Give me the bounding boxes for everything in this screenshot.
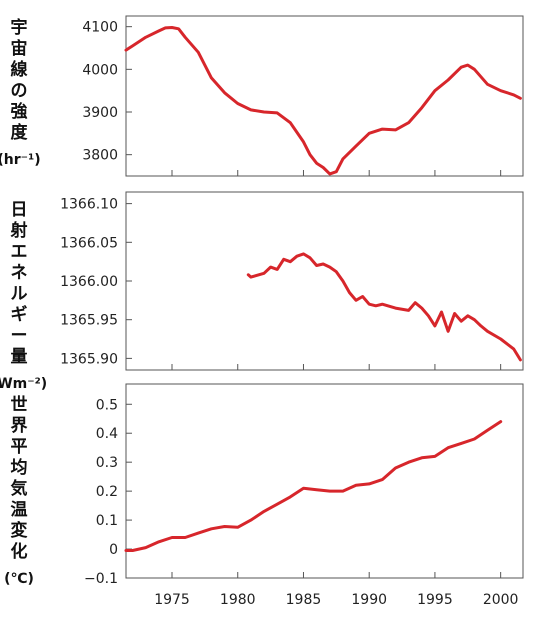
ylabel-char: ギ [10, 305, 28, 325]
ylabel-char: ー [10, 326, 28, 346]
ylabel-char: 線 [10, 60, 28, 80]
ylabel-char: 宙 [10, 39, 28, 59]
panel2-ytick-label: 1366.10 [60, 197, 118, 213]
panel1-ylabel: 宇宙線の強度 (hr⁻¹) [0, 18, 41, 170]
panel1-frame [125, 15, 524, 177]
ylabel-char: 気 [10, 479, 28, 499]
ylabel-char: ル [10, 284, 28, 304]
xtick-label: 1985 [286, 592, 322, 608]
ylabel-char: 度 [10, 123, 28, 143]
ylabel-char: 射 [10, 221, 28, 241]
panel3-frame [125, 383, 524, 579]
ylabel-char: 量 [10, 347, 28, 367]
panel2-ytick-label: 1366.00 [60, 274, 118, 290]
ylabel-char: 均 [10, 458, 28, 478]
panel3-ytick-label: −0.1 [84, 571, 118, 587]
panel1-ytick-label: 4000 [82, 62, 118, 78]
ylabel-char: ネ [10, 263, 28, 283]
ylabel-char: 強 [10, 102, 28, 122]
ylabel-char: 日 [10, 200, 28, 220]
ylabel-char: の [10, 81, 28, 101]
ylabel-char: 宇 [10, 18, 28, 38]
panel2-ytick-label: 1366.05 [60, 235, 118, 251]
panel3-ylabel-text: 世界平均気温変化 [11, 395, 28, 563]
panel1-ytick-label: 3800 [82, 148, 118, 164]
panel3-ylabel: 世界平均気温変化 (℃) [2, 395, 36, 589]
ylabel-char: 化 [10, 542, 28, 562]
panel1-ylabel-text: 宇宙線の強度 [11, 18, 28, 144]
panel3-ytick-label: 0 [109, 542, 118, 558]
panel2-ylabel-text: 日射エネルギー量 [11, 200, 28, 368]
panel1-ytick-label: 3900 [82, 105, 118, 121]
panel2-ytick-label: 1365.90 [60, 351, 118, 367]
ylabel-char: 変 [10, 521, 28, 541]
ylabel-char: 界 [10, 416, 28, 436]
panel1-ytick-label: 4100 [82, 20, 118, 36]
ylabel-char: 温 [10, 500, 28, 520]
xtick-label: 1990 [351, 592, 387, 608]
panel3-ytick-label: 0.3 [96, 455, 118, 471]
panel3-ytick-label: 0.2 [96, 484, 118, 500]
panel3-ytick-label: 0.4 [96, 426, 118, 442]
xtick-label: 1980 [220, 592, 256, 608]
panel3-ytick-label: 0.1 [96, 513, 118, 529]
panel2-ylabel-unit: (Wm⁻²) [0, 376, 48, 392]
panel2-frame [125, 191, 524, 371]
xtick-label: 1975 [154, 592, 190, 608]
panel2-series-line [246, 252, 522, 362]
panel3-series-line [124, 420, 503, 552]
panel3-ytick-label: 0.5 [96, 397, 118, 413]
panel2-ytick-label: 1365.95 [60, 313, 118, 329]
ylabel-char: 平 [10, 437, 28, 457]
panel3-ylabel-unit: (℃) [4, 571, 34, 587]
ylabel-char: エ [10, 242, 28, 262]
panel1-ylabel-unit: (hr⁻¹) [0, 152, 41, 168]
ylabel-char: 世 [10, 395, 28, 415]
panel1-series-line [124, 26, 522, 176]
xtick-label: 2000 [483, 592, 519, 608]
xtick-label: 1995 [417, 592, 453, 608]
